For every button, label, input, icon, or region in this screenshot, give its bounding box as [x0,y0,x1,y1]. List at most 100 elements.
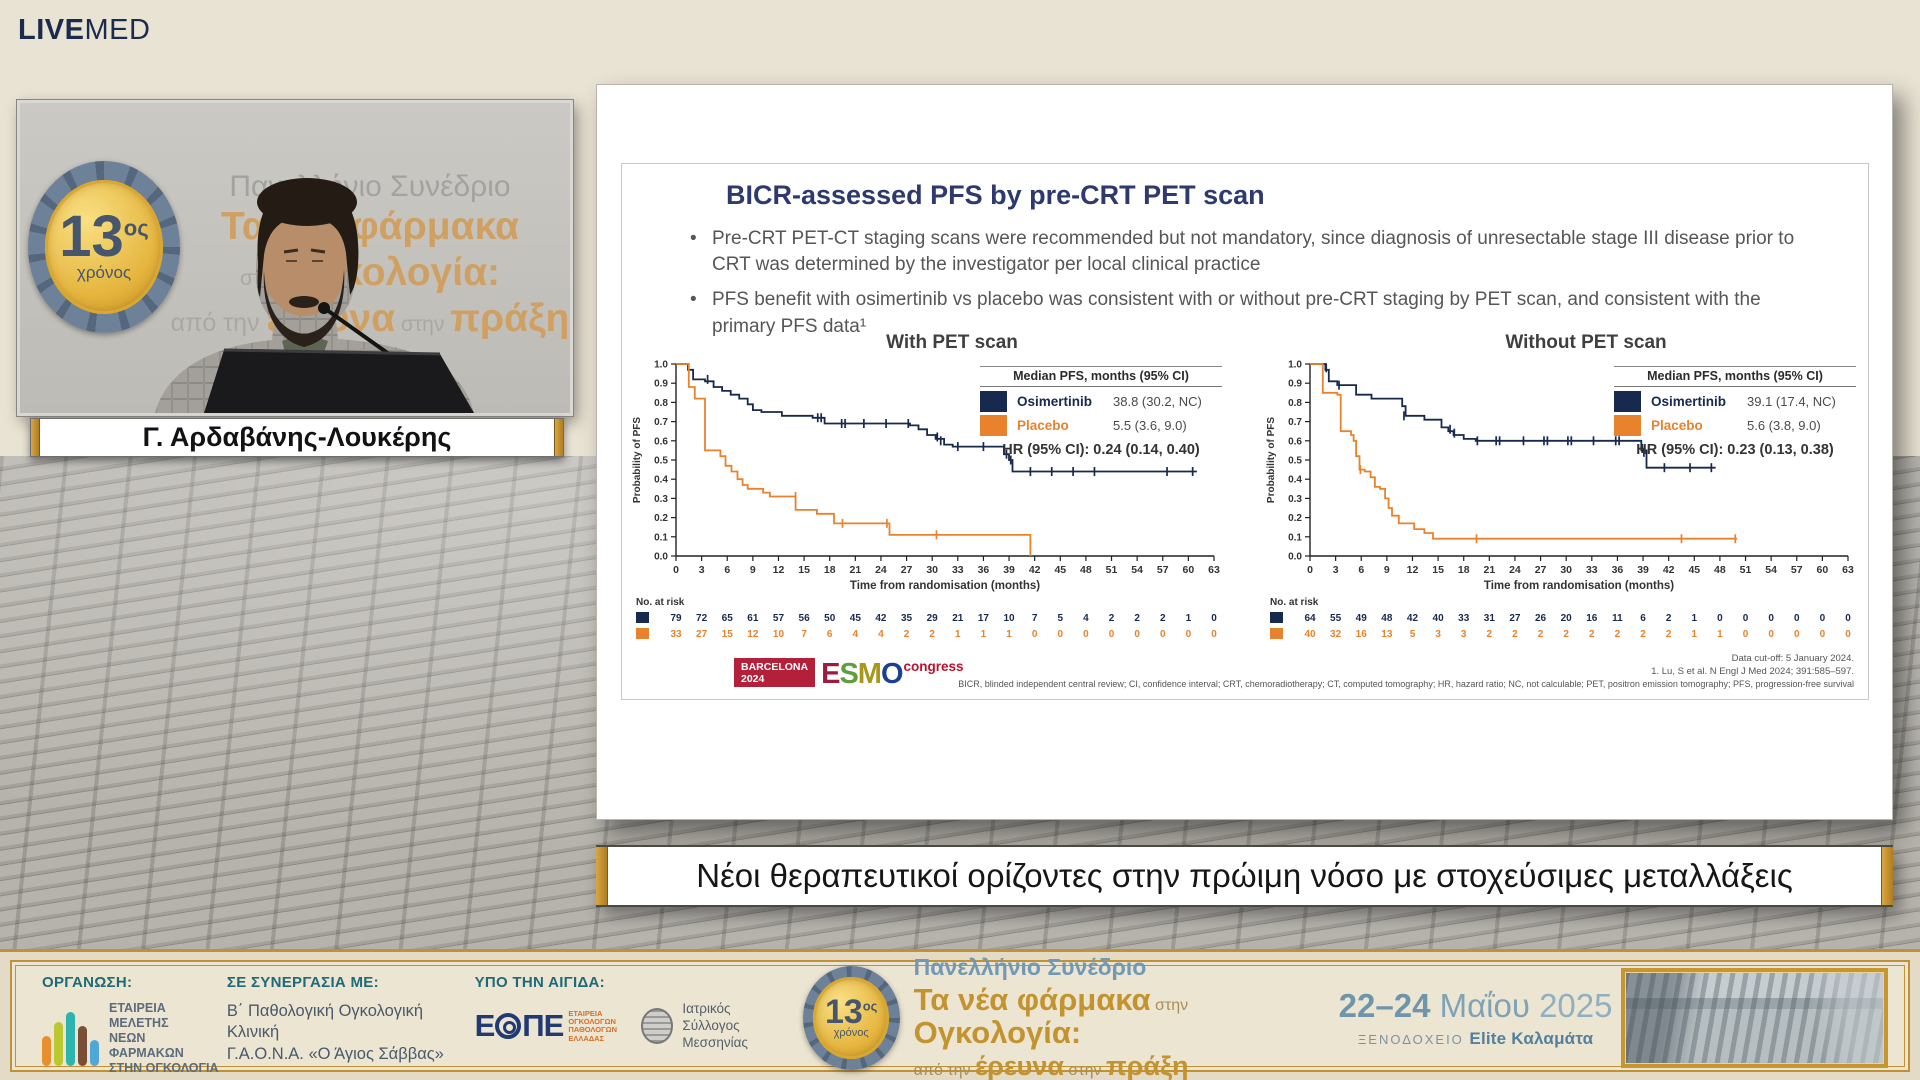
svg-text:3: 3 [1333,564,1339,576]
legend-row: Placebo 5.6 (3.8, 9.0) [1614,413,1856,437]
footer-organisation: ΟΡΓΑΝΩΣΗ: ΕΤΑΙΡΕΙΑ ΜΕΛΕΤΗΣ ΝΕΩΝ ΦΑΡΜΑΚΩΝ… [42,974,219,1075]
svg-text:33: 33 [952,564,964,576]
hazard-ratio: HR (95% CI): 0.24 (0.14, 0.40) [1002,442,1200,458]
km-plot-with-pet: 0.0 0.1 0.2 0.3 0.4 0.5 0.6 0.7 0.8 0.9 1.0 0 3 6 9 12 1… [628,356,1228,657]
svg-text:No. at risk: No. at risk [636,597,685,608]
svg-text:15: 15 [722,629,734,640]
svg-text:0: 0 [1134,629,1140,640]
svg-text:0: 0 [1794,629,1800,640]
legend-swatch [980,414,1007,436]
organisation-logo [42,1011,99,1066]
svg-text:0: 0 [1768,613,1774,624]
chart-title: With PET scan [886,332,1018,353]
session-title: Νέοι θεραπευτικοί ορίζοντες στην πρώιμη … [696,857,1793,894]
svg-text:60: 60 [1183,564,1195,576]
svg-text:49: 49 [1356,613,1368,624]
footer-conference-branding: 13ος χρόνος Πανελλήνιο Συνέδριο Τα νέα φ… [802,955,1331,1080]
laptop [204,350,474,413]
svg-text:0.3: 0.3 [654,494,668,505]
banner-gold-bar-right [1881,847,1893,905]
svg-text:24: 24 [1509,564,1521,576]
svg-text:3: 3 [1461,629,1467,640]
svg-text:Probability of PFS: Probability of PFS [1266,417,1277,503]
svg-text:26: 26 [1535,613,1547,624]
svg-text:Time from randomisation (month: Time from randomisation (months) [850,580,1040,592]
svg-text:0: 0 [1160,629,1166,640]
collaboration-label: ΣΕ ΣΥΝΕΡΓΑΣΙΑ ΜΕ: [226,974,379,991]
svg-text:2: 2 [1487,629,1493,640]
svg-text:0: 0 [1211,629,1217,640]
svg-text:36: 36 [1612,564,1624,576]
badge-label: χρόνος [833,1027,869,1040]
svg-text:0: 0 [1109,629,1115,640]
svg-text:0: 0 [1083,629,1089,640]
svg-text:0.5: 0.5 [654,456,668,467]
aegis-label: ΥΠΟ ΤΗΝ ΑΙΓΙΔΑ: [474,974,605,991]
chart-legend: Median PFS, months (95% CI) Osimertinib … [980,366,1222,458]
svg-text:0: 0 [673,564,679,576]
legend-series-value: 5.5 (3.6, 9.0) [1113,417,1187,433]
esmo-congress-word: congress [903,659,964,674]
svg-text:2: 2 [929,629,935,640]
svg-text:51: 51 [1106,564,1118,576]
legend-row: Osimertinib 38.8 (30.2, NC) [980,389,1222,413]
svg-text:12: 12 [1407,564,1419,576]
data-cutoff-note: Data cut-off: 5 January 2024. [1731,652,1854,664]
svg-text:1: 1 [1717,629,1723,640]
svg-text:72: 72 [696,613,708,624]
eope-subtext: ΕΤΑΙΡΕΙΑ ΟΓΚΟΛΟΓΩΝ ΠΑΘΟΛΟΓΩΝ ΕΛΛΑΔΑΣ [568,1008,617,1043]
legend-series-name: Osimertinib [1651,393,1727,409]
name-plate-gold-bar-right [554,419,563,456]
svg-text:32: 32 [1330,629,1342,640]
speaker-name: Γ. Αρδαβάνης-Λουκέρης [142,422,452,452]
svg-text:21: 21 [1483,564,1495,576]
svg-text:3: 3 [1435,629,1441,640]
venue-photo [1620,968,1888,1068]
conference-line2: Τα νέα φάρμακα στην Ογκολογία: [913,981,1189,1051]
legend-series-name: Osimertinib [1017,393,1093,409]
svg-text:15: 15 [1432,564,1444,576]
speaker-video: 13ος χρόνος Πανελλήνιο Συνέδριο Τα νέα φ… [16,99,574,417]
reference-note: 1. Lu, S et al. N Engl J Med 2024; 391:5… [1651,666,1854,678]
svg-text:27: 27 [696,629,708,640]
svg-text:0.6: 0.6 [1288,436,1302,447]
svg-text:45: 45 [850,613,862,624]
svg-text:6: 6 [724,564,730,576]
footer-aegis: ΥΠΟ ΤΗΝ ΑΙΓΙΔΑ: Ε ΠΕ ΕΤΑΙΡΕΙΑ ΟΓΚΟΛΟΓΩΝ Π… [475,974,795,1062]
svg-text:2: 2 [1109,613,1115,624]
svg-text:30: 30 [1560,564,1572,576]
conference-badge-small: 13ος χρόνος [802,966,900,1070]
svg-text:33: 33 [1458,613,1470,624]
svg-text:9: 9 [1384,564,1390,576]
svg-text:57: 57 [773,613,785,624]
svg-text:0.1: 0.1 [1288,532,1302,543]
svg-text:36: 36 [978,564,990,576]
svg-text:45: 45 [1688,564,1700,576]
svg-text:0.3: 0.3 [1288,494,1302,505]
svg-text:0.2: 0.2 [1288,513,1302,524]
svg-text:0: 0 [1768,629,1774,640]
svg-text:79: 79 [670,613,682,624]
session-title-banner: Νέοι θεραπευτικοί ορίζοντες στην πρώιμη … [596,845,1893,907]
svg-text:10: 10 [1003,613,1015,624]
slide-footnotes: Data cut-off: 5 January 2024. 1. Lu, S e… [958,652,1854,691]
speaker-name-plate: Γ. Αρδαβάνης-Λουκέρης [30,418,564,457]
svg-text:1: 1 [1692,613,1698,624]
svg-text:0: 0 [1845,613,1851,624]
svg-text:48: 48 [1381,613,1393,624]
svg-text:0.4: 0.4 [654,475,668,486]
svg-text:0: 0 [1032,629,1038,640]
svg-text:0: 0 [1820,613,1826,624]
svg-text:4: 4 [878,629,884,640]
slide-bullet: Pre-CRT PET-CT staging scans were recomm… [688,226,1808,278]
km-svg: 0.00.10.20.30.40.50.60.70.80.91.00 3 6 9 12 1… [1266,360,1854,641]
legend-swatch [1614,390,1641,412]
svg-text:1.0: 1.0 [654,360,668,371]
esmo-letters: ESMO [821,658,903,690]
svg-text:54: 54 [1131,564,1143,576]
svg-text:24: 24 [875,564,887,576]
svg-text:5: 5 [1410,629,1416,640]
svg-text:0: 0 [1211,613,1217,624]
svg-text:13: 13 [1381,629,1393,640]
legend-header: Median PFS, months (95% CI) [980,369,1222,387]
